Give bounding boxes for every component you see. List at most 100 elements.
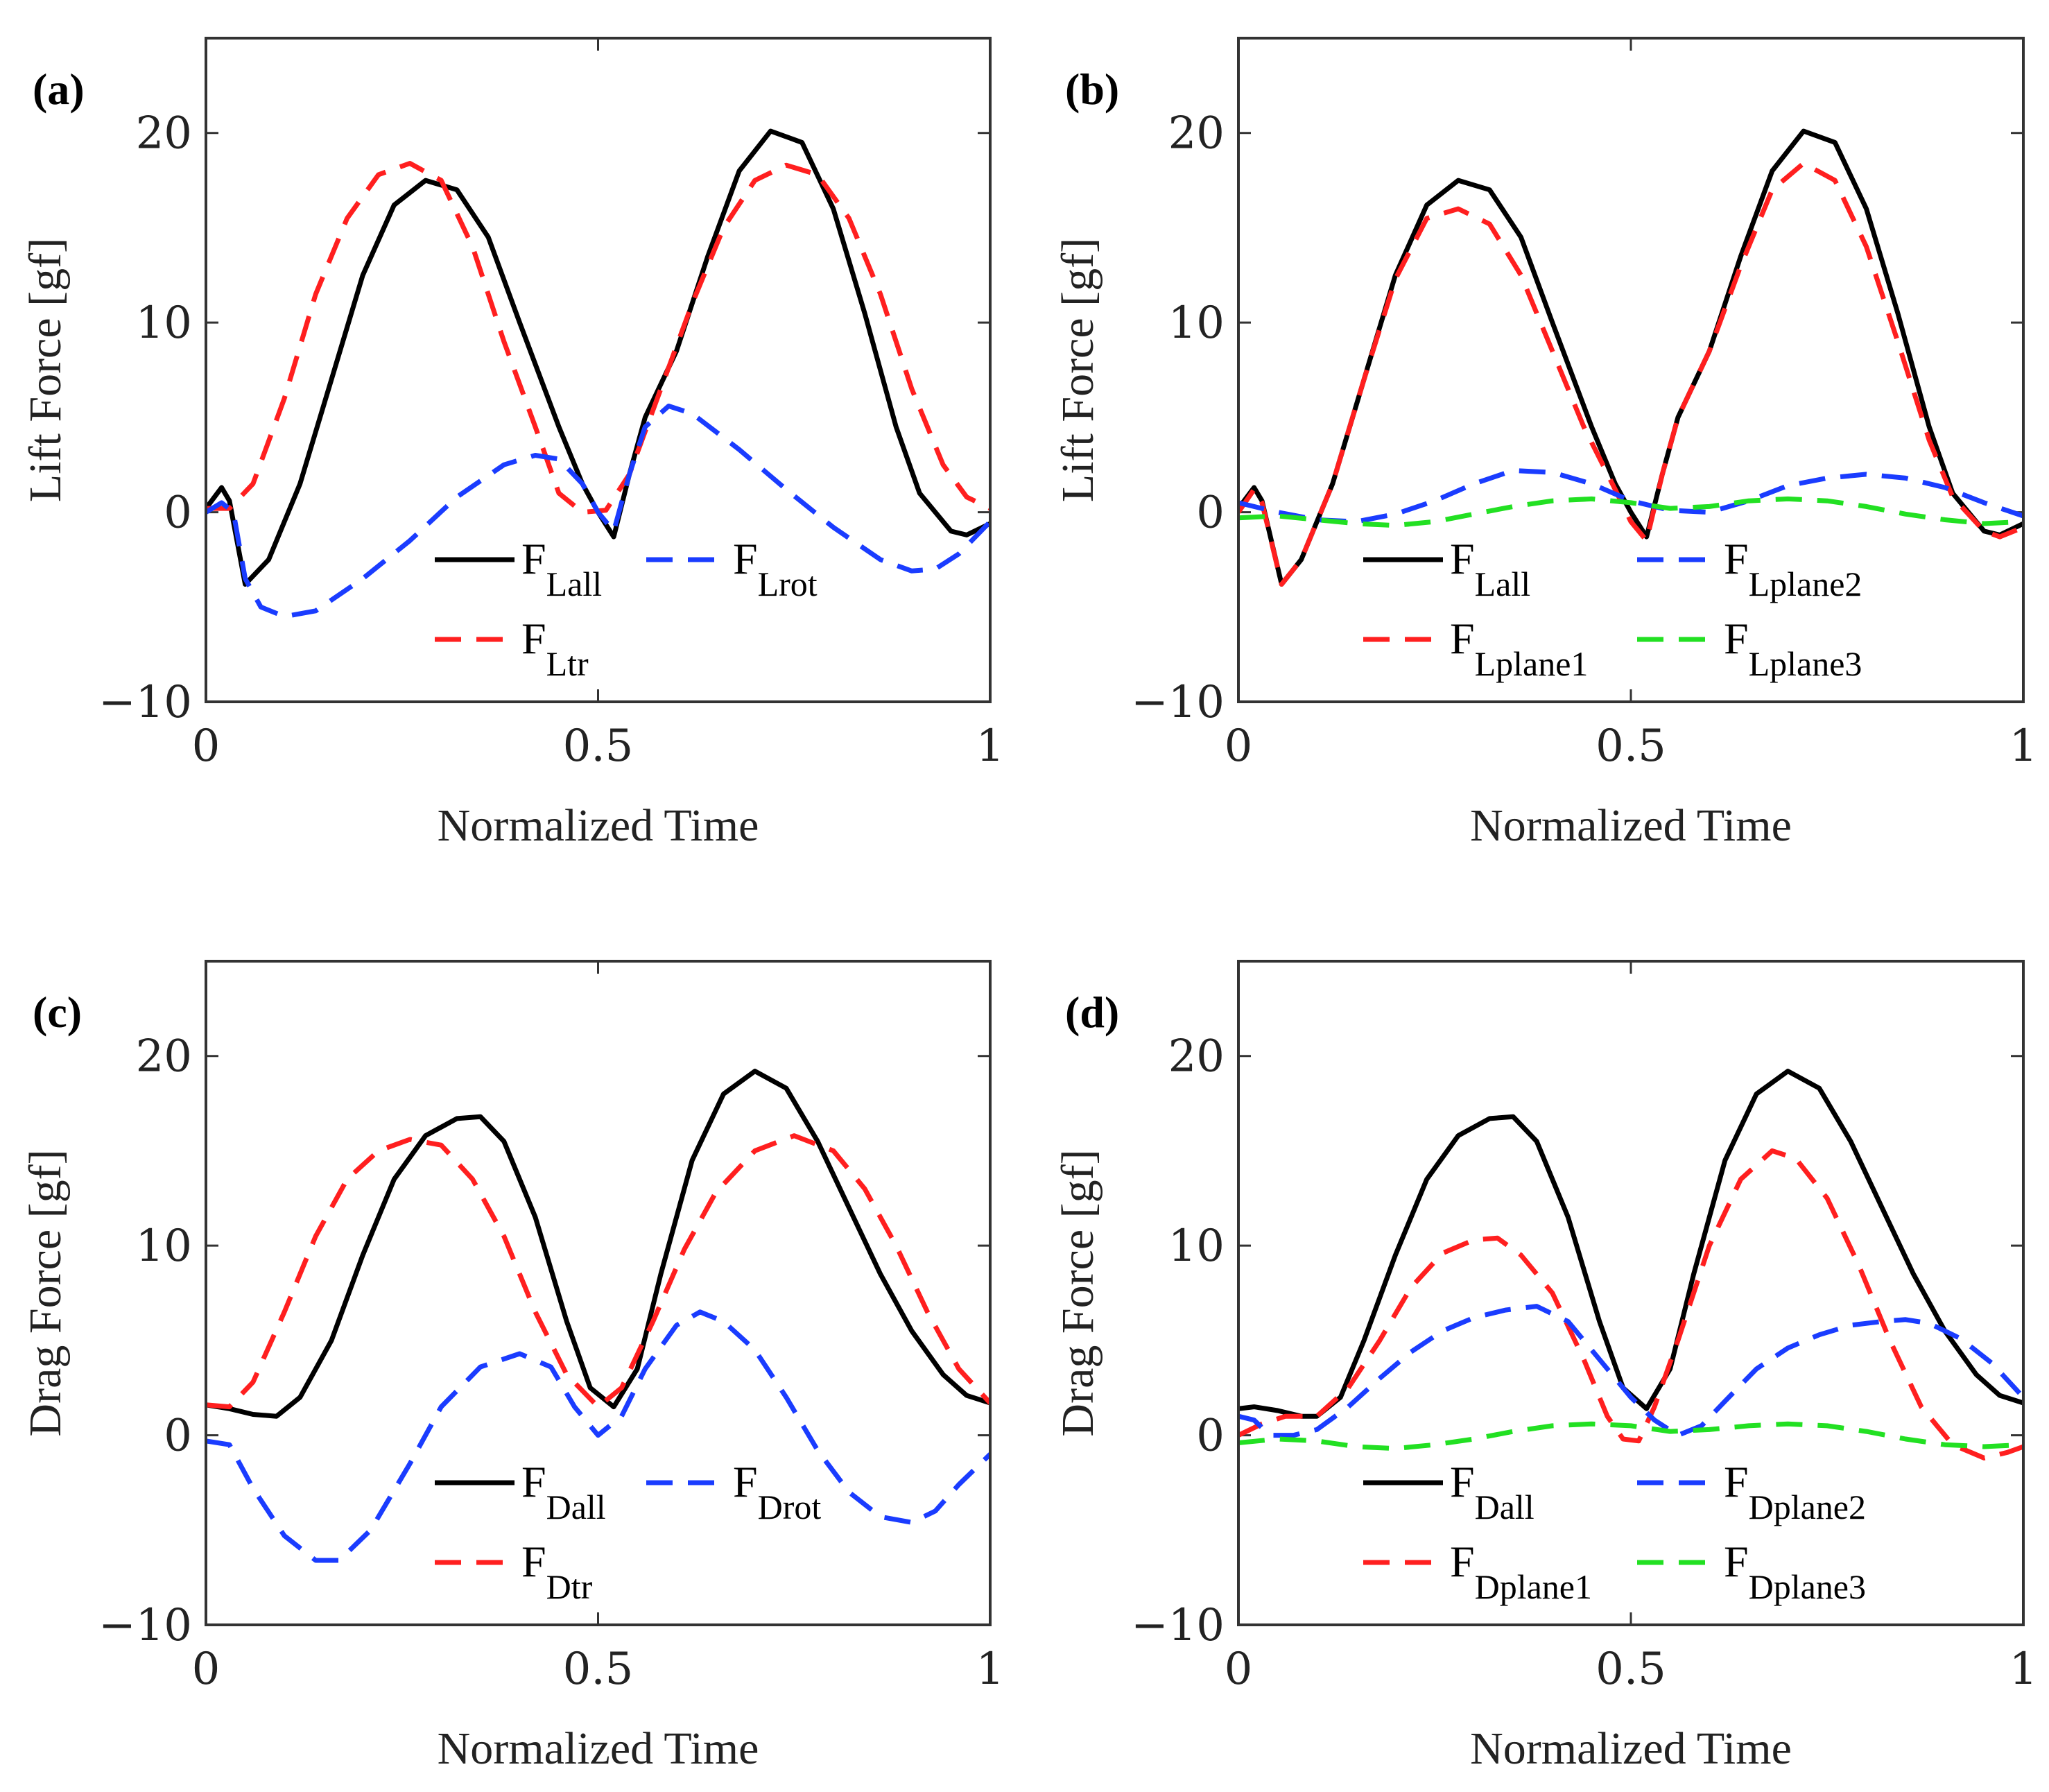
- panel-b-xtick-label: 0: [1225, 721, 1253, 772]
- panel-a-xtick-label: 0: [192, 721, 221, 772]
- panel-c-legend-entry-subscript: Dtr: [546, 1567, 593, 1606]
- panel-b-xtick-label: 0.5: [1596, 721, 1666, 772]
- panel-d-legend-entry-Dplane1: FDplane1: [1450, 1537, 1592, 1606]
- panel-b-xlabel: Normalized Time: [1470, 800, 1792, 851]
- panel-a-legend-entry-name: F: [733, 534, 758, 583]
- panel-b-legend-entry-name: F: [1450, 614, 1475, 663]
- panel-b-legend-entry-name: F: [1450, 534, 1475, 583]
- panel-b-legend-entry-name: F: [1724, 534, 1749, 583]
- panel-d-legend-entry-name: F: [1450, 1457, 1475, 1506]
- panel-a-series-Ltr: [206, 161, 990, 515]
- panel-d-legend-entry-subscript: Dall: [1475, 1488, 1534, 1526]
- panel-d-series-Dplane2: [1238, 1304, 2023, 1438]
- panel-d-xtick-label: 1: [2009, 1644, 2038, 1695]
- panel-b-label: (b): [1065, 64, 1119, 114]
- panel-c-series-group: [206, 1069, 990, 1563]
- panel-a-legend-entry-name: F: [521, 614, 546, 663]
- panel-a-series-Lall: [206, 128, 990, 587]
- panel-b-ytick-label: 10: [1168, 298, 1225, 349]
- panel-d-legend-entry-subscript: Dplane2: [1749, 1488, 1866, 1526]
- panel-a-legend-entry-subscript: Lall: [546, 565, 603, 603]
- panel-a-series-Lrot: [206, 404, 990, 619]
- panel-a-ytick-label: 20: [136, 108, 192, 160]
- panel-b-ylabel: Lift Force [gf]: [1053, 238, 1103, 502]
- panel-d-series-Dplane3: [1238, 1421, 2023, 1451]
- panel-b-series-Lplane1: [1238, 161, 2023, 587]
- panel-c-legend-entry-Dtr: FDtr: [521, 1537, 593, 1606]
- panel-b-ytick-label: 20: [1168, 108, 1225, 160]
- panel-a-axes-box: [205, 37, 992, 703]
- panel-c-series-Dtr: [206, 1133, 990, 1410]
- panel-c-legend-entry-Dall: FDall: [521, 1457, 606, 1526]
- panel-d-ytick-label: −10: [1131, 1600, 1225, 1651]
- panel-b-legend-entry-Lall: FLall: [1450, 534, 1530, 603]
- panel-a-xtick-label: 1: [976, 721, 1005, 772]
- panel-d-legend-entry-name: F: [1724, 1457, 1749, 1506]
- panel-c-ytick-label: 10: [136, 1221, 192, 1272]
- panel-a-legend-entry-name: F: [521, 534, 546, 583]
- panel-c-legend-entry-name: F: [521, 1457, 546, 1506]
- panel-c-legend-entry-Drot: FDrot: [733, 1457, 821, 1526]
- panel-c-ytick-label: 20: [136, 1031, 192, 1083]
- panel-b-series-Lall: [1238, 128, 2023, 587]
- panel-b-legend-entry-Lplane2: FLplane2: [1724, 534, 1862, 603]
- panel-a-ylabel: Lift Force [gf]: [20, 238, 71, 502]
- panel-b-legend-entry-Lplane3: FLplane3: [1724, 614, 1862, 683]
- panel-d-legend-entry-Dplane2: FDplane2: [1724, 1457, 1866, 1526]
- panel-d-series-group: [1238, 1069, 2023, 1461]
- panel-d-axes-box: [1237, 960, 2025, 1626]
- panel-a-ytick-label: 0: [164, 488, 192, 539]
- panel-c-legend-entry-subscript: Dall: [546, 1488, 606, 1526]
- panel-c-label: (c): [33, 988, 82, 1037]
- panel-a-legend-entry-subscript: Lrot: [758, 565, 818, 603]
- panel-a-xlabel: Normalized Time: [438, 800, 759, 851]
- panel-d-ytick-label: 0: [1196, 1411, 1225, 1462]
- panel-b-axes-box: [1237, 37, 2025, 703]
- panel-a-legend-entry-Ltr: FLtr: [521, 614, 589, 683]
- panel-d-xtick-label: 0.5: [1596, 1644, 1666, 1695]
- panel-c-ytick-label: −10: [98, 1600, 192, 1651]
- panel-a-ytick-label: −10: [98, 677, 192, 728]
- panel-a-ytick-label: 10: [136, 298, 192, 349]
- panel-d-xtick-label: 0: [1225, 1644, 1253, 1695]
- panel-d-series-Dplane1: [1238, 1148, 2023, 1461]
- panel-b-legend-entry-subscript: Lplane2: [1749, 565, 1862, 603]
- panel-b-series-Lplane2: [1238, 467, 2023, 524]
- panel-c-ytick-label: 0: [164, 1411, 192, 1462]
- panel-a-legend-entry-Lall: FLall: [521, 534, 602, 603]
- panel-b-ytick-label: −10: [1131, 677, 1225, 728]
- panel-a-label: (a): [33, 64, 85, 114]
- panel-c-xtick-label: 0.5: [563, 1644, 634, 1695]
- panel-c-xlabel: Normalized Time: [438, 1723, 759, 1774]
- panel-d-legend-entry-Dall: FDall: [1450, 1457, 1534, 1526]
- panel-c-legend-entry-name: F: [521, 1537, 546, 1586]
- panel-b-series-Lplane3: [1238, 496, 2023, 528]
- panel-d-label: (d): [1065, 988, 1119, 1037]
- panel-a-legend-entry-Lrot: FLrot: [733, 534, 818, 603]
- panel-d-legend-entry-Dplane3: FDplane3: [1724, 1537, 1866, 1606]
- panel-b-ytick-label: 0: [1196, 488, 1225, 539]
- panel-b-legend-entry-subscript: Lplane1: [1475, 644, 1589, 683]
- panel-b-legend-entry-Lplane1: FLplane1: [1450, 614, 1588, 683]
- panel-c-ylabel: Drag Force [gf]: [20, 1149, 71, 1436]
- panel-d-ylabel: Drag Force [gf]: [1053, 1149, 1103, 1436]
- panel-c-xtick-label: 1: [976, 1644, 1005, 1695]
- panel-c-series-Drot: [206, 1309, 990, 1563]
- panel-b-legend-entry-subscript: Lplane3: [1749, 644, 1862, 683]
- panel-c-legend-entry-name: F: [733, 1457, 758, 1506]
- panel-d-legend-entry-subscript: Dplane3: [1749, 1567, 1866, 1606]
- panel-c-series-Dall: [206, 1069, 990, 1419]
- panel-a-xtick-label: 0.5: [563, 721, 634, 772]
- panel-d-xlabel: Normalized Time: [1470, 1723, 1792, 1774]
- panel-d-legend-entry-name: F: [1450, 1537, 1475, 1586]
- panel-c-legend-entry-subscript: Drot: [758, 1488, 822, 1526]
- panel-b-legend-entry-subscript: Lall: [1475, 565, 1531, 603]
- panel-a-series-group: [206, 128, 990, 619]
